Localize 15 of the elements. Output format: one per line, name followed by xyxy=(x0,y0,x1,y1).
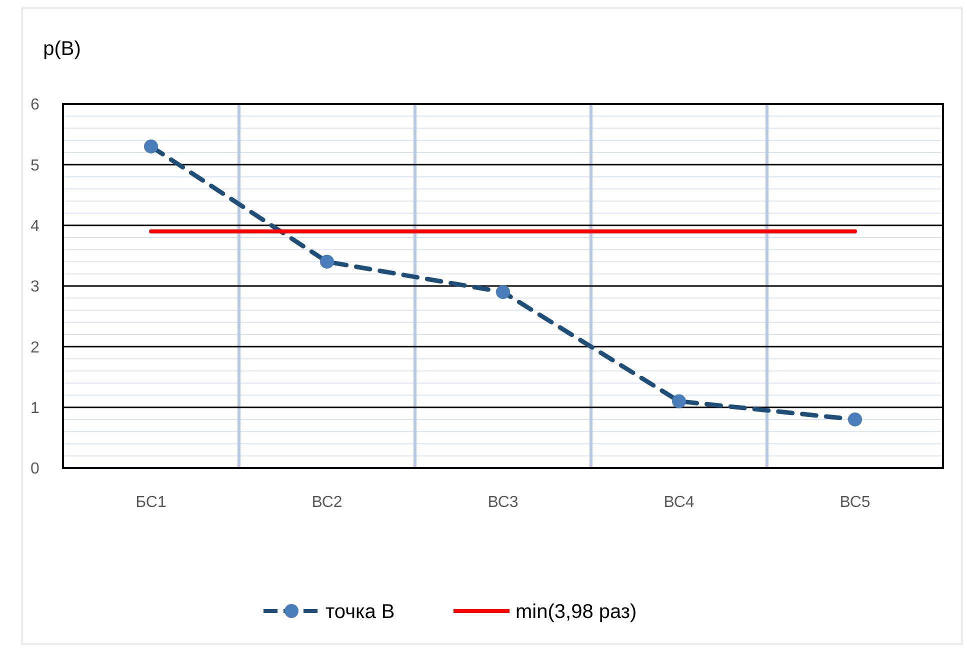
y-tick-label: 6 xyxy=(30,96,40,114)
y-tick-label: 0 xyxy=(30,460,40,478)
x-tick-label: БС1 xyxy=(136,494,166,511)
legend-label: точка B xyxy=(326,601,395,623)
y-tick-label: 4 xyxy=(30,218,40,235)
x-tick-label: ВС2 xyxy=(312,494,342,511)
x-tick-label: ВС4 xyxy=(664,494,694,511)
y-tick-label: 2 xyxy=(30,339,40,356)
x-tick-label: ВС3 xyxy=(488,494,518,511)
y-tick-label: 1 xyxy=(30,400,40,417)
legend-label: min(3,98 раз) xyxy=(516,601,637,623)
x-tick-label: ВС5 xyxy=(840,494,870,511)
y-axis-title: p(B) xyxy=(43,38,81,60)
y-tick-label: 5 xyxy=(30,157,40,174)
y-tick-label: 3 xyxy=(30,278,40,296)
